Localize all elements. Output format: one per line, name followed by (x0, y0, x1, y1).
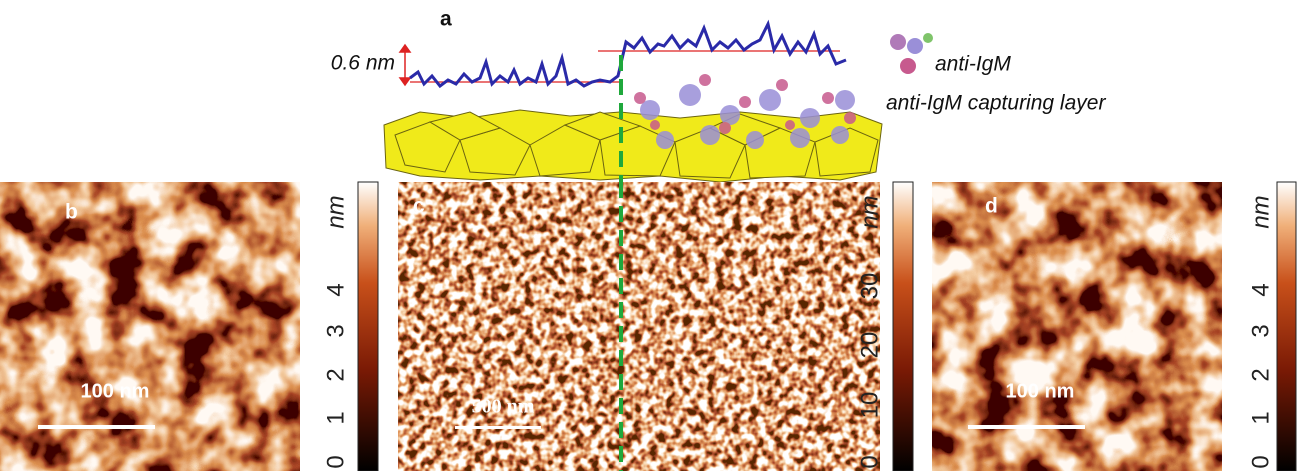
colorbar-tick: 0 (1247, 455, 1274, 468)
panel-label: d (985, 195, 998, 218)
colorbar-tick: 30 (856, 273, 883, 300)
figure: a 0.6 nm anti-IgM anti-IgM capturing lay… (0, 0, 1297, 471)
colorbar-tick: 10 (856, 392, 883, 419)
colorbar-tick: 4 (1247, 283, 1274, 296)
colorbar (893, 182, 913, 471)
colorbar-tick: 1 (1247, 411, 1274, 424)
colorbar-unit: nm (1247, 195, 1274, 228)
colorbar-tick: 0 (856, 455, 883, 468)
colorbar-unit: nm (856, 195, 883, 228)
height-profile (410, 24, 846, 86)
colorbar-tick: 4 (322, 283, 349, 296)
scale-bar (455, 426, 541, 429)
antibody-icon (890, 33, 933, 74)
colorbar-tick: 1 (322, 411, 349, 424)
scale-bar (38, 425, 155, 429)
panel-label: c (413, 195, 425, 218)
colorbar-tick: 3 (322, 324, 349, 337)
colorbar-tick: 20 (856, 332, 883, 359)
legend-label: anti-IgM (935, 53, 1011, 76)
colorbar-tick: 2 (322, 368, 349, 381)
colorbar (358, 182, 378, 471)
colorbar-unit: nm (322, 195, 349, 228)
scale-bar (968, 425, 1085, 429)
scale-bar-label: 100 nm (81, 380, 150, 402)
panel-label: a (440, 8, 452, 31)
scale-bar-label: 500 nm (472, 396, 535, 418)
colorbar-tick: 0 (322, 455, 349, 468)
colorbar (1277, 182, 1296, 471)
height-arrow (400, 45, 410, 85)
colorbar-tick: 2 (1247, 368, 1274, 381)
colorbar-tick: 3 (1247, 324, 1274, 337)
legend-label: anti-IgM capturing layer (886, 92, 1106, 115)
panel-label: b (65, 201, 78, 224)
step-height: 0.6 nm (331, 52, 395, 75)
scale-bar-label: 100 nm (1006, 380, 1075, 402)
